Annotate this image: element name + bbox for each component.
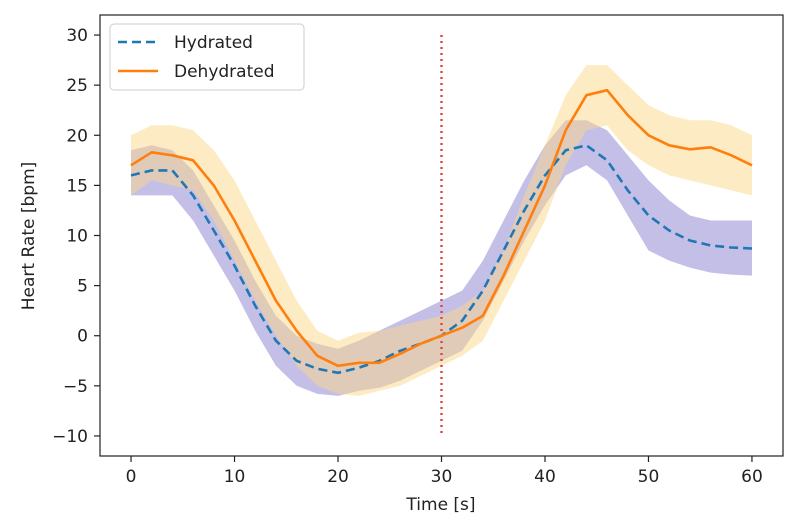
legend: Hydrated Dehydrated bbox=[109, 23, 305, 91]
y-tick-label: 30 bbox=[66, 26, 88, 46]
x-axis-ticks: 0 10 20 30 40 50 60 bbox=[126, 456, 763, 487]
y-tick-label: 20 bbox=[66, 126, 88, 146]
x-axis-label: Time [s] bbox=[405, 495, 475, 515]
legend-label-dehydrated: Dehydrated bbox=[174, 62, 275, 82]
x-tick-label: 60 bbox=[741, 467, 763, 487]
y-axis-ticks: −10 −5 0 5 10 15 20 25 30 bbox=[52, 26, 100, 447]
series-lines bbox=[130, 88, 753, 375]
y-tick-label: 10 bbox=[66, 227, 88, 247]
y-axis-label: Heart Rate [bpm] bbox=[19, 162, 39, 311]
x-tick-label: 50 bbox=[638, 467, 660, 487]
y-tick-label: 25 bbox=[66, 76, 88, 96]
x-tick-label: 30 bbox=[431, 467, 453, 487]
y-tick-label: 0 bbox=[77, 327, 88, 347]
y-tick-label: −5 bbox=[63, 377, 88, 397]
series-line-dehydrated bbox=[130, 88, 753, 368]
band-dehydrated bbox=[131, 65, 752, 396]
x-tick-label: 20 bbox=[327, 467, 349, 487]
x-tick-label: 40 bbox=[534, 467, 556, 487]
legend-box bbox=[109, 23, 305, 91]
confidence-bands bbox=[131, 65, 752, 396]
legend-label-hydrated: Hydrated bbox=[174, 33, 253, 53]
x-tick-label: 0 bbox=[126, 467, 137, 487]
y-tick-label: 15 bbox=[66, 176, 88, 196]
y-tick-label: 5 bbox=[77, 277, 88, 297]
y-tick-label: −10 bbox=[52, 427, 88, 447]
x-tick-label: 10 bbox=[224, 467, 246, 487]
